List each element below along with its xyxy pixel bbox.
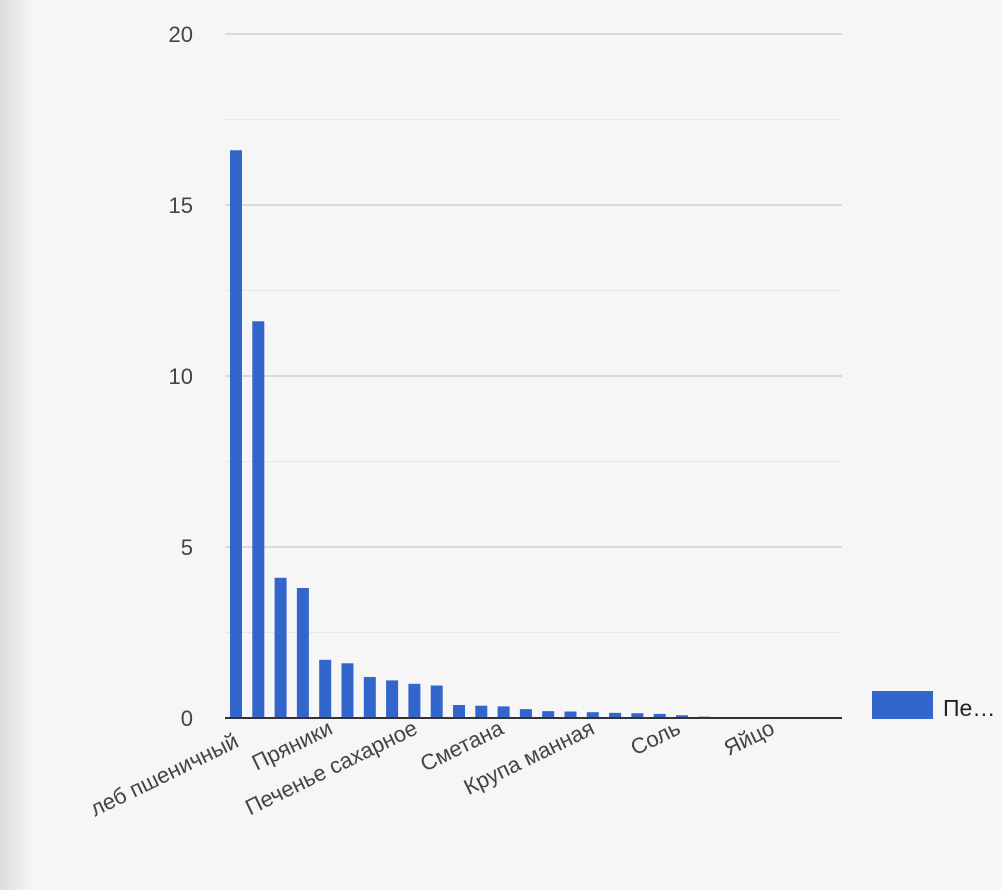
y-tick-labels: 0 5 10 15 20 (169, 22, 193, 731)
x-tick-label: Соль (627, 715, 685, 760)
y-tick-label: 10 (169, 364, 193, 389)
bar (475, 705, 488, 718)
bar (453, 705, 465, 718)
bar (653, 713, 666, 718)
bar (408, 683, 421, 718)
legend-swatch (872, 691, 933, 719)
y-tick-label: 15 (169, 193, 193, 218)
bar (497, 706, 510, 718)
bar (274, 577, 287, 718)
left-shadow-strip (0, 0, 34, 890)
y-tick-label: 5 (181, 535, 193, 560)
bar (319, 659, 332, 718)
y-tick-label: 20 (169, 22, 193, 47)
bars (230, 150, 778, 718)
bar (252, 321, 265, 718)
x-tick-label: леб пшеничный (86, 728, 242, 821)
bar (631, 713, 644, 718)
bar (386, 680, 399, 718)
bar (519, 709, 532, 718)
bar (341, 663, 354, 718)
bar (296, 588, 309, 718)
x-tick-label: Яйцо (720, 715, 778, 761)
bar (564, 711, 577, 718)
bar (609, 712, 622, 718)
grid-lines (225, 33, 842, 633)
legend: Пе… (872, 691, 995, 721)
bar (586, 712, 599, 718)
bar (676, 715, 688, 718)
bar (230, 150, 242, 718)
y-tick-label: 0 (181, 706, 193, 731)
bar (430, 685, 443, 718)
legend-label: Пе… (943, 695, 995, 721)
bar (363, 676, 376, 718)
bar (542, 711, 555, 718)
